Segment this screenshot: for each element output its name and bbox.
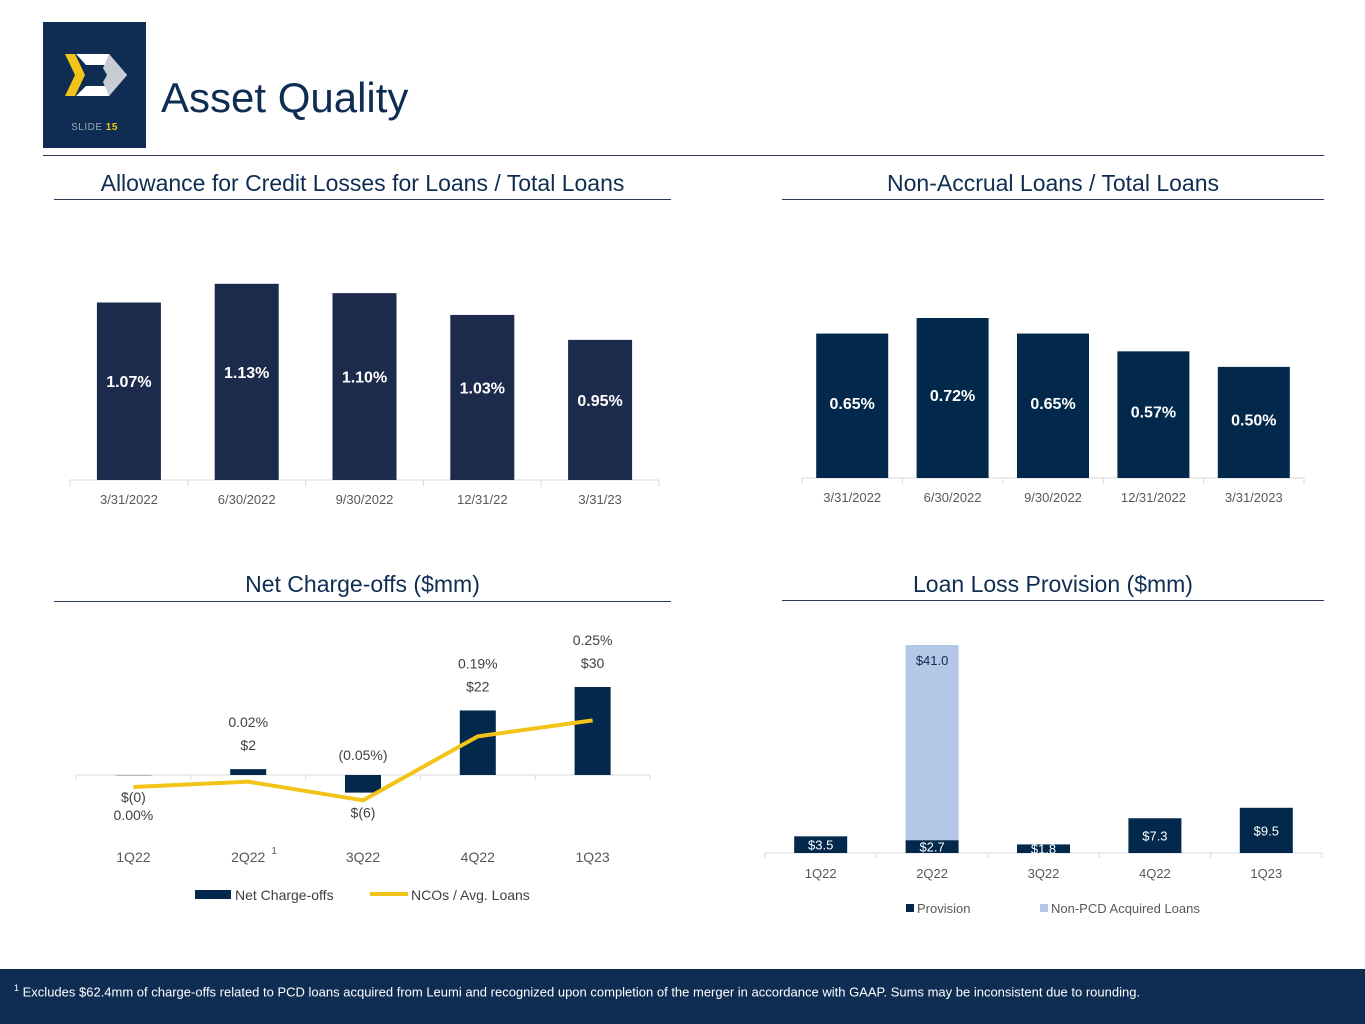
acl-title-rule <box>54 199 671 200</box>
footer-bar: 1 Excludes $62.4mm of charge-offs relate… <box>0 969 1365 1024</box>
nco-bar-2Q22 <box>230 769 267 775</box>
page-title: Asset Quality <box>161 74 409 121</box>
nonaccrual-section-title: Non-Accrual Loans / Total Loans <box>887 170 1219 196</box>
x-tick-label: 3Q22 <box>346 849 380 865</box>
slide-number: SLIDE 15 <box>71 122 118 133</box>
x-tick-label: 12/31/22 <box>457 492 508 507</box>
x-tick-label: 3/31/23 <box>578 492 621 507</box>
legend-swatch-provision <box>906 904 914 912</box>
x-tick-superscript: 1 <box>271 846 277 857</box>
legend-label-net-charge-offs: Net Charge-offs <box>235 887 334 903</box>
bar-6/30/2022 <box>916 318 989 478</box>
nco-bar-label: $(0) <box>121 789 146 805</box>
provision-bar-2Q22 <box>905 840 959 853</box>
bar-3/31/2022 <box>96 302 161 480</box>
bar-9/30/2022 <box>1017 333 1089 478</box>
legend-label-acquired-loans: Non-PCD Acquired Loans <box>1051 901 1200 916</box>
provision-chart: $3.5 1Q22 $2.7 $41.0 2Q22 $1.8 3Q22 $7.3 4Q22 $9.… <box>764 645 1323 916</box>
nonaccrual-chart: 0.65% 3/31/2022 0.72% 6/30/2022 0.65% 9/30/20… <box>801 318 1305 505</box>
bar-value-label: 0.95% <box>577 393 622 410</box>
bar-9/30/2022 <box>332 293 397 480</box>
bar-value-label: 0.57% <box>1131 405 1176 422</box>
provision-bar-label: $2.7 <box>919 840 944 855</box>
footnote: 1 Excludes $62.4mm of charge-offs relate… <box>14 983 1141 1000</box>
acquired-loans-bar-2Q22 <box>905 645 959 841</box>
bar-value-label: 0.72% <box>930 388 975 405</box>
provision-bar-3Q22 <box>1017 844 1070 853</box>
bar-value-label: 0.50% <box>1231 412 1276 429</box>
nco-section-title: Net Charge-offs ($mm) <box>245 571 480 597</box>
nco-bar-label: $30 <box>581 655 605 671</box>
nco-ratio-label: 0.19% <box>458 655 498 671</box>
nonaccrual-title-rule <box>782 199 1324 200</box>
x-tick-label: 6/30/2022 <box>218 492 276 507</box>
logo-mark-icon <box>65 54 127 96</box>
x-tick-label: 12/31/2022 <box>1121 490 1186 505</box>
x-tick-label: 9/30/2022 <box>1024 490 1082 505</box>
x-tick-label: 3/31/2023 <box>1225 490 1283 505</box>
provision-bar-label: $1.8 <box>1031 842 1056 857</box>
x-tick-label: 3/31/2022 <box>823 490 881 505</box>
nco-ratio-label: 0.25% <box>573 632 613 648</box>
legend-swatch-acquired-loans <box>1040 904 1048 912</box>
provision-section-title: Loan Loss Provision ($mm) <box>913 571 1193 597</box>
nco-bar-label: $(6) <box>351 805 376 821</box>
bar-12/31/22 <box>450 314 515 480</box>
x-tick-label: 4Q22 <box>461 849 495 865</box>
x-tick-label: 6/30/2022 <box>924 490 982 505</box>
legend-label-nco-ratio: NCOs / Avg. Loans <box>411 887 530 903</box>
acl-chart: 1.07% 3/31/2022 1.13% 6/30/2022 1.10% 9/30/20… <box>69 283 660 507</box>
nco-title-rule <box>54 601 671 602</box>
nco-bar-1Q23 <box>574 687 611 775</box>
bar-value-label: 1.07% <box>106 374 151 391</box>
provision-title-rule <box>782 600 1324 601</box>
bar-value-label: 1.10% <box>342 370 387 387</box>
provision-bar-label: $9.5 <box>1254 823 1279 838</box>
provision-bar-1Q22 <box>794 836 848 853</box>
provision-bar-label: $3.5 <box>808 838 833 853</box>
bar-6/30/2022 <box>214 283 279 480</box>
nco-ratio-label: (0.05%) <box>338 747 387 763</box>
nco-ratio-label: 0.02% <box>228 714 268 730</box>
x-tick-label: 1Q22 <box>116 849 150 865</box>
nco-ratio-label: 0.00% <box>114 807 154 823</box>
x-tick-label: 2Q22 <box>231 849 265 865</box>
nco-bar-label: $22 <box>466 678 490 694</box>
nco-chart: $(0) 0.00% 1Q22 $2 0.02% 2Q22 1 $(6) (0.05%) 3Q22… <box>75 632 651 903</box>
bar-3/31/2023 <box>1217 366 1290 478</box>
acl-section-title: Allowance for Credit Losses for Loans / … <box>100 170 625 196</box>
company-logo: SLIDE 15 <box>43 22 146 148</box>
x-tick-label: 1Q23 <box>1250 866 1282 881</box>
title-divider <box>43 155 1324 156</box>
provision-bar-1Q23 <box>1239 807 1293 853</box>
x-tick-label: 3/31/2022 <box>100 492 158 507</box>
x-tick-label: 2Q22 <box>916 866 948 881</box>
x-tick-label: 1Q22 <box>805 866 837 881</box>
nco-ratio-line <box>133 718 593 803</box>
provision-bar-4Q22 <box>1128 818 1182 853</box>
legend-label-provision: Provision <box>917 901 970 916</box>
provision-bar-label: $7.3 <box>1142 829 1167 844</box>
bar-value-label: 1.03% <box>460 380 505 397</box>
bar-3/31/2022 <box>816 333 889 478</box>
bar-value-label: 0.65% <box>830 396 875 413</box>
bar-12/31/2022 <box>1117 351 1190 478</box>
nco-bar-label: $2 <box>240 737 256 753</box>
bar-3/31/23 <box>568 339 633 480</box>
bar-value-label: 0.65% <box>1030 396 1075 413</box>
x-tick-label: 4Q22 <box>1139 866 1171 881</box>
bar-value-label: 1.13% <box>224 365 269 382</box>
legend-swatch-net-charge-offs <box>195 890 231 899</box>
x-tick-label: 9/30/2022 <box>336 492 394 507</box>
x-tick-label: 3Q22 <box>1028 866 1060 881</box>
acquired-loans-bar-label: $41.0 <box>916 653 949 668</box>
x-tick-label: 1Q23 <box>575 849 609 865</box>
nco-bar-3Q22 <box>345 775 381 793</box>
